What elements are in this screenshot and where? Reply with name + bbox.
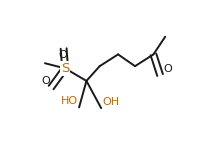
- Text: HO: HO: [61, 96, 78, 106]
- Text: O: O: [163, 64, 172, 74]
- Text: S: S: [61, 62, 69, 75]
- Text: O: O: [41, 76, 50, 86]
- Text: OH: OH: [103, 97, 120, 107]
- Text: O: O: [59, 50, 67, 60]
